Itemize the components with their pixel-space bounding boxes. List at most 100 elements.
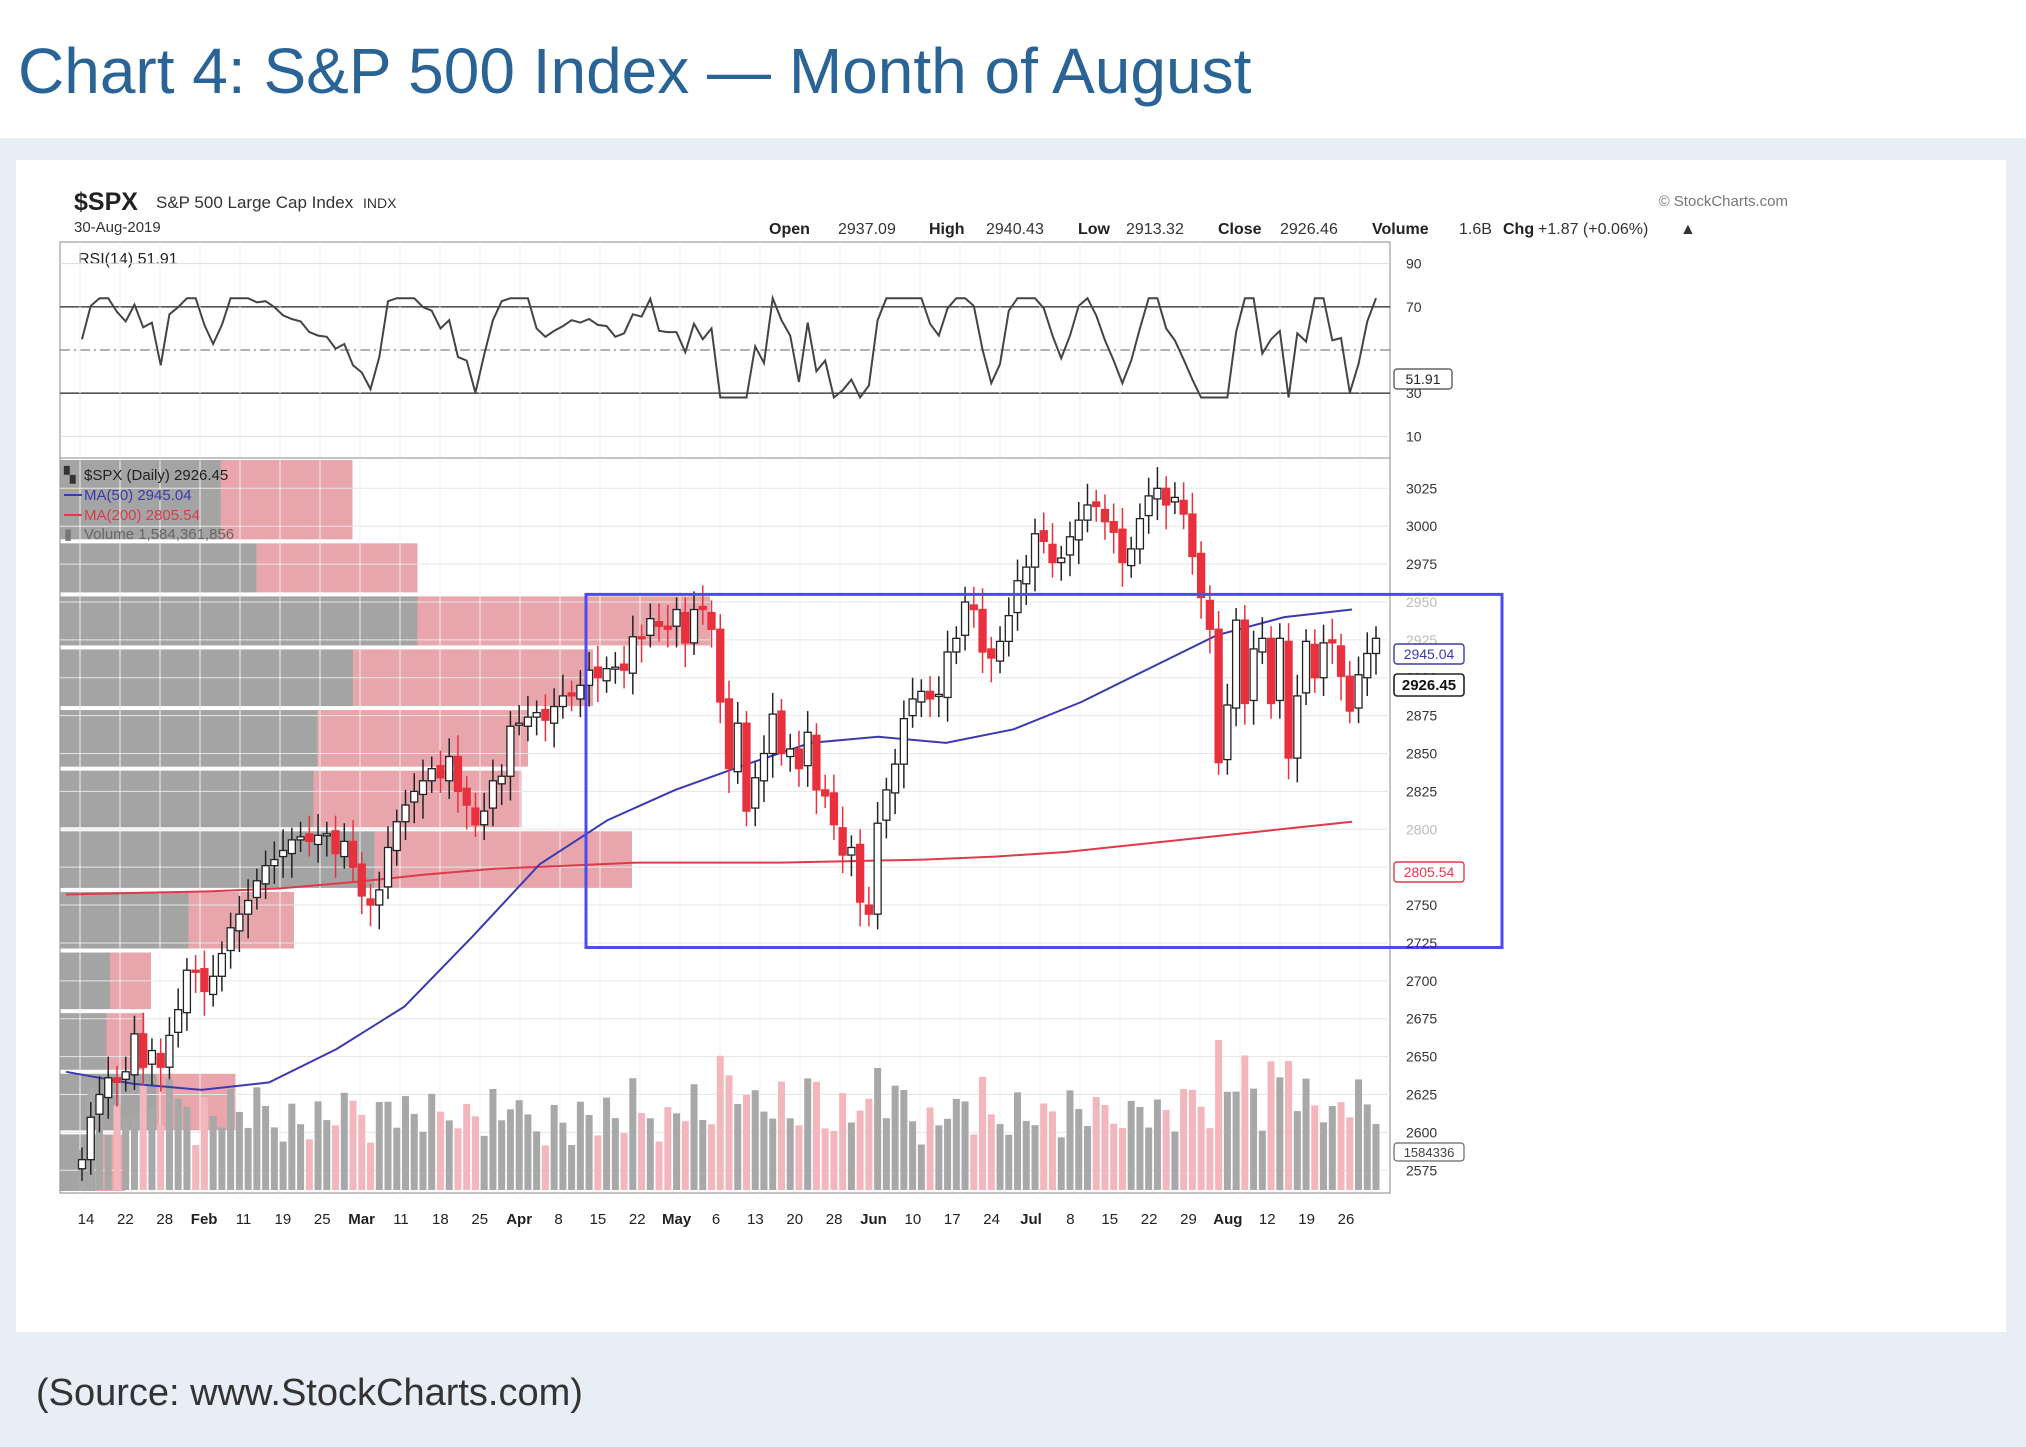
candle-body [226, 927, 235, 952]
volume-bar [909, 1121, 917, 1190]
volume-bar [917, 1144, 925, 1190]
candle-body [401, 804, 410, 823]
volume-bar [751, 1090, 759, 1190]
candle-body [191, 969, 200, 973]
candle-body [1144, 495, 1153, 517]
x-tick-label: 19 [1298, 1211, 1315, 1228]
candle-body [689, 608, 699, 644]
candle-body [1266, 637, 1276, 705]
candle-body [340, 840, 349, 858]
ma50-line [65, 608, 1353, 1091]
volume-bar [200, 1097, 208, 1190]
candle-body [130, 1033, 139, 1076]
candle-body [987, 648, 996, 659]
candle-body [270, 858, 279, 867]
candle-body [1345, 675, 1354, 712]
ma200-tag-box [1393, 861, 1465, 883]
candle-body [1162, 487, 1171, 506]
candle-body [462, 787, 471, 806]
ohlc-summary: Open 2937.09 High 2940.43 Low 2913.32 Cl… [769, 221, 1696, 238]
candle-body [681, 611, 690, 644]
candle-body [786, 748, 795, 758]
volume-bar [987, 1114, 995, 1190]
volume-bar [471, 1116, 479, 1190]
candle-body [637, 636, 646, 640]
volume-bar [1215, 1040, 1223, 1190]
volume-bar [524, 1114, 532, 1190]
candle-body [392, 821, 401, 852]
candle-body [1057, 557, 1066, 564]
candle-body [541, 708, 550, 721]
candle-body [1153, 487, 1162, 500]
high-value: 2940.43 [986, 221, 1044, 238]
candle-body [1127, 548, 1136, 567]
candle-body [1336, 645, 1346, 677]
volume-bar [1337, 1102, 1345, 1190]
volume-bar [541, 1145, 549, 1190]
volume-bar [1346, 1117, 1354, 1190]
volume-by-price-bar-gray [60, 596, 418, 646]
symbol-name: S&P 500 Large Cap Index [156, 193, 354, 212]
last-price-tag: 2926.45 [1393, 673, 1465, 697]
rsi-tag-text: 51.91 [1405, 371, 1440, 387]
volume-tag-box [1393, 1142, 1465, 1162]
volume-bar [498, 1120, 506, 1190]
candle-body [410, 790, 419, 803]
candle-body [200, 968, 209, 993]
volume-bar [926, 1107, 934, 1190]
candle-body [480, 810, 489, 826]
volume-bar [1049, 1111, 1056, 1190]
candle-body [77, 1159, 87, 1170]
volume-bar [95, 1115, 103, 1190]
rsi-tick-label: 10 [1406, 428, 1422, 444]
candle-body [1022, 566, 1031, 585]
volume-bar [812, 1081, 820, 1190]
volume-bar [375, 1102, 383, 1190]
high-label: High [929, 221, 965, 238]
candle-body [1039, 530, 1048, 543]
x-tick-label: Aug [1213, 1211, 1242, 1228]
candle-body [506, 725, 515, 777]
candle-body [427, 768, 436, 782]
volume-bar [165, 1079, 173, 1190]
candle-body [803, 731, 812, 767]
volume-bar [1258, 1130, 1266, 1190]
chg-up-icon: ▲ [1680, 221, 1696, 238]
volume-bar [113, 1105, 121, 1190]
candle-body [672, 608, 681, 627]
volume-bar [1188, 1089, 1196, 1190]
volume-bar [358, 1114, 366, 1190]
volume-bar [716, 1055, 724, 1190]
volume-bar [1014, 1092, 1022, 1190]
price-tick-label: 2725 [1406, 935, 1437, 951]
volume-bar [297, 1124, 305, 1190]
x-tick-label: 12 [1259, 1211, 1276, 1228]
candle-body [532, 711, 541, 718]
price-tick-label: 2875 [1406, 708, 1437, 724]
volume-bar [996, 1124, 1004, 1190]
x-tick-label: 13 [747, 1211, 764, 1228]
volume-bar [550, 1104, 558, 1190]
candle-body [1135, 517, 1145, 550]
volume-value-tag: 1584336 [1393, 1142, 1465, 1162]
volume-bar [856, 1110, 864, 1190]
candle-body [768, 713, 777, 755]
candle-body [794, 748, 804, 770]
volume-bar [1250, 1088, 1258, 1190]
open-value: 2937.09 [838, 221, 896, 238]
candle-body [934, 693, 943, 698]
volume-bar [1083, 1126, 1091, 1190]
candle-body [829, 792, 839, 826]
volume-by-price-bar-red [374, 831, 632, 888]
ma200-value-tag: 2805.54 [1393, 861, 1465, 883]
volume-bar [891, 1085, 899, 1190]
candle-body [1275, 637, 1284, 702]
candle-body [908, 698, 917, 717]
x-tick-label: 28 [156, 1211, 173, 1228]
volume-bar [708, 1124, 716, 1190]
volume-bar [410, 1113, 418, 1190]
candle-body [707, 611, 716, 630]
volume-label: Volume [1372, 221, 1429, 238]
volume-bar [935, 1125, 943, 1190]
